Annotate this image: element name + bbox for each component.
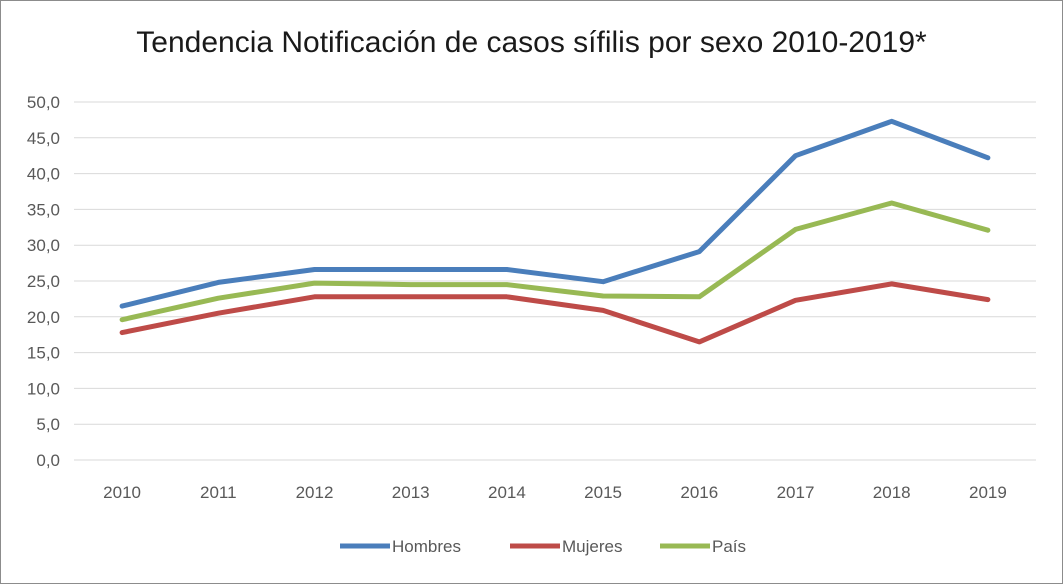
series-line-país: [119, 200, 991, 323]
x-tick-label: 2013: [392, 483, 430, 502]
chart-title: Tendencia Notificación de casos sífilis …: [136, 26, 927, 59]
legend: Hombres Mujeres País: [340, 537, 746, 556]
x-tick-label: 2015: [584, 483, 622, 502]
y-tick-label: 30,0: [27, 236, 60, 255]
y-tick-label: 0,0: [36, 451, 60, 470]
x-tick-label: 2010: [103, 483, 141, 502]
x-tick-label: 2016: [680, 483, 718, 502]
series-lines: [119, 118, 991, 345]
series-line-mujeres: [119, 281, 991, 345]
legend-label: Hombres: [392, 537, 461, 556]
y-axis-ticks: 0,0 5,0 10,0 15,0 20,0 25,0 30,0 35,0 40,0 45,0 50…: [27, 93, 60, 470]
legend-label: Mujeres: [562, 537, 622, 556]
x-tick-label: 2012: [296, 483, 334, 502]
x-tick-label: 2011: [200, 483, 237, 502]
y-tick-label: 5,0: [36, 415, 60, 434]
legend-label: País: [712, 537, 746, 556]
y-tick-label: 10,0: [27, 379, 60, 398]
x-tick-label: 2018: [873, 483, 911, 502]
y-tick-label: 50,0: [27, 93, 60, 112]
y-tick-label: 15,0: [27, 344, 60, 363]
y-tick-label: 40,0: [27, 165, 60, 184]
x-tick-label: 2017: [777, 483, 815, 502]
y-tick-label: 35,0: [27, 200, 60, 219]
y-tick-label: 20,0: [27, 308, 60, 327]
series-line-hombres: [119, 118, 991, 309]
y-tick-label: 25,0: [27, 272, 60, 291]
x-tick-label: 2014: [488, 483, 526, 502]
x-tick-label: 2019: [969, 483, 1007, 502]
x-axis-ticks: 2010 2011 2012 2013 2014 2015 2016 2017 2018 2019: [103, 483, 1007, 502]
y-tick-label: 45,0: [27, 129, 60, 148]
